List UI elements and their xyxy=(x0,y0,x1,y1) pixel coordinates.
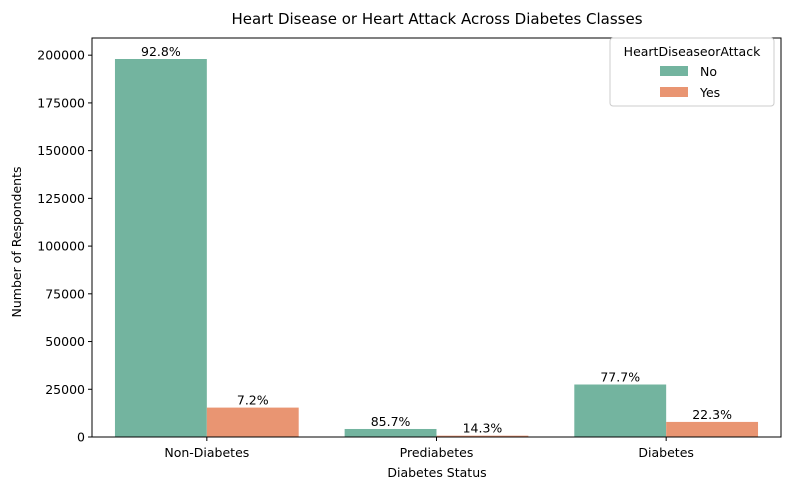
bar-yes-prediabetes xyxy=(436,435,529,437)
data-label: 77.7% xyxy=(600,370,640,385)
y-tick-label: 25000 xyxy=(45,382,85,397)
legend-frame xyxy=(609,37,775,107)
bar-no-diabetes xyxy=(574,384,667,437)
legend-label-no: No xyxy=(700,64,717,79)
y-tick-label: 125000 xyxy=(37,191,85,206)
bar-no-non-diabetes xyxy=(114,59,207,437)
data-label: 22.3% xyxy=(692,407,732,422)
x-axis: Non-Diabetes Prediabetes Diabetes xyxy=(164,437,694,460)
data-label: 92.8% xyxy=(141,44,181,59)
x-tick-label: Non-Diabetes xyxy=(164,445,249,460)
x-axis-label: Diabetes Status xyxy=(387,465,486,480)
legend-title: HeartDiseaseorAttack xyxy=(624,44,761,59)
bar-no-prediabetes xyxy=(344,428,437,437)
y-tick-label: 200000 xyxy=(37,48,85,63)
x-tick-label: Diabetes xyxy=(638,445,694,460)
legend-swatch-no xyxy=(660,66,688,76)
y-tick-label: 175000 xyxy=(37,95,85,110)
y-axis-label: Number of Respondents xyxy=(9,166,24,317)
x-tick-label: Prediabetes xyxy=(400,445,474,460)
data-label: 85.7% xyxy=(371,414,411,429)
data-label: 7.2% xyxy=(237,393,269,408)
bar-yes-diabetes xyxy=(666,421,759,437)
chart-title: Heart Disease or Heart Attack Across Dia… xyxy=(231,10,642,28)
y-tick-label: 50000 xyxy=(45,334,85,349)
legend: HeartDiseaseorAttack No Yes xyxy=(609,37,775,107)
data-label: 14.3% xyxy=(463,421,503,436)
legend-swatch-yes xyxy=(660,87,688,97)
y-tick-label: 150000 xyxy=(37,143,85,158)
bar-yes-non-diabetes xyxy=(206,407,299,437)
y-tick-label: 75000 xyxy=(45,286,85,301)
legend-label-yes: Yes xyxy=(699,85,720,100)
y-tick-label: 0 xyxy=(77,430,85,445)
plot-area: 92.8% 85.7% 77.7% 7.2% 14.3% 22.3% xyxy=(91,37,782,438)
y-tick-label: 100000 xyxy=(37,239,85,254)
y-axis: 0 25000 50000 75000 100000 125000 150000 175000… xyxy=(37,48,92,445)
